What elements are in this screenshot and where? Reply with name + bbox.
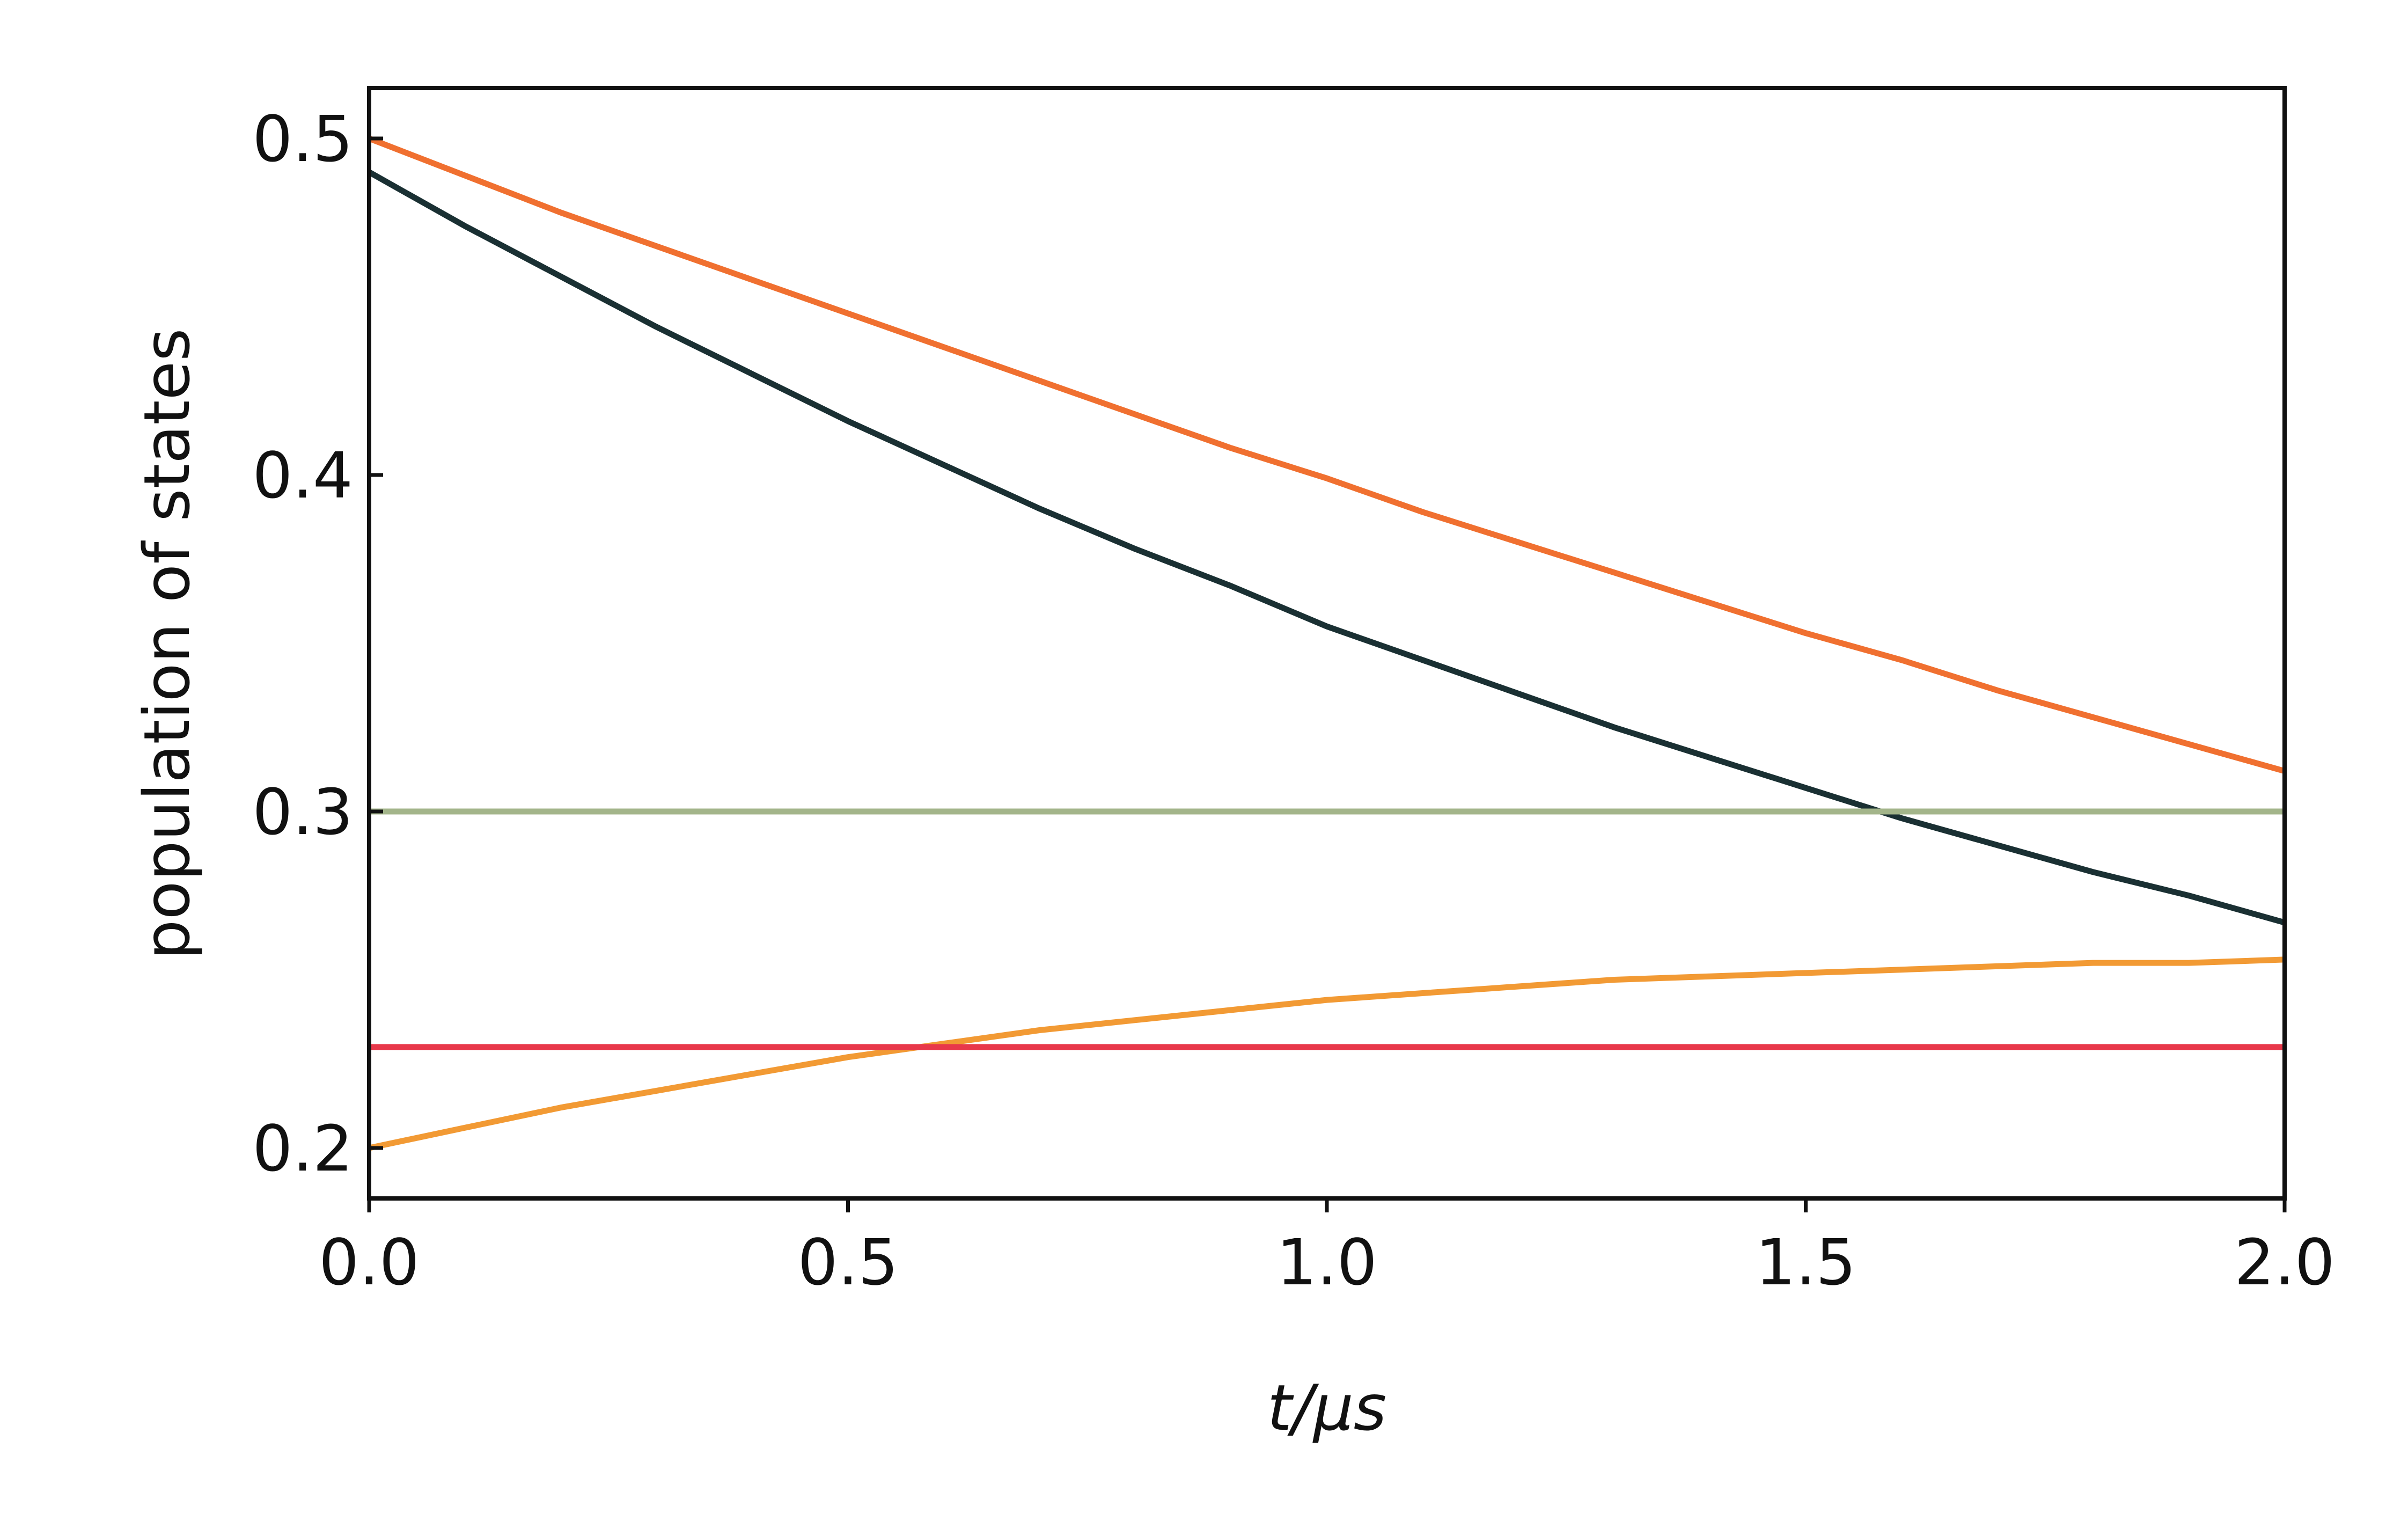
y-tick-label-0: 0.2 xyxy=(252,1112,353,1186)
y-tick-label-3: 0.5 xyxy=(252,102,353,176)
y-axis-label: population of states xyxy=(130,328,204,960)
series-layer xyxy=(368,135,2286,1151)
x-tick-label-2: 1.0 xyxy=(1276,1225,1377,1299)
x-axis-label: t/μs xyxy=(1267,1371,1387,1445)
series-line-1 xyxy=(368,169,2286,926)
ticks-layer: 0.0 0.5 1.0 1.5 2.0 0.2 0.3 0.4 0.5 xyxy=(252,102,2335,1299)
x-tick-label-4: 2.0 xyxy=(2234,1225,2335,1299)
x-tick-label-3: 1.5 xyxy=(1756,1225,1856,1299)
series-line-3 xyxy=(368,956,2285,1151)
x-tick-label-1: 0.5 xyxy=(798,1225,899,1299)
y-tick-label-2: 0.4 xyxy=(252,438,353,513)
series-line-0 xyxy=(368,135,2286,774)
x-tick-label-0: 0.0 xyxy=(319,1225,420,1299)
y-tick-label-1: 0.3 xyxy=(252,775,353,849)
